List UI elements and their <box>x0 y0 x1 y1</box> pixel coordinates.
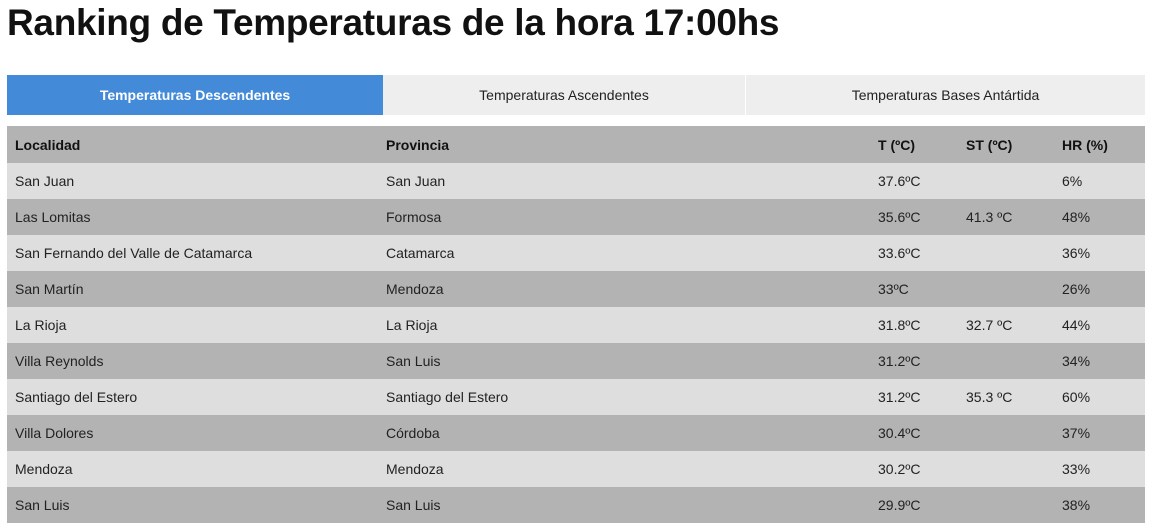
table-row: San Martín Mendoza 33ºC 26% <box>7 271 1145 307</box>
cell-temperatura: 31.2ºC <box>870 343 958 379</box>
cell-provincia: San Luis <box>378 343 870 379</box>
cell-temperatura: 33ºC <box>870 271 958 307</box>
cell-provincia: La Rioja <box>378 307 870 343</box>
ranking-table: Localidad Provincia T (ºC) ST (ºC) HR (%… <box>7 126 1145 523</box>
cell-temperatura: 31.8ºC <box>870 307 958 343</box>
tab-descendentes[interactable]: Temperaturas Descendentes <box>7 75 383 115</box>
table-row: Villa Reynolds San Luis 31.2ºC 34% <box>7 343 1145 379</box>
cell-sensacion-termica <box>958 271 1054 307</box>
cell-sensacion-termica <box>958 415 1054 451</box>
cell-humedad: 60% <box>1054 379 1145 415</box>
cell-humedad: 36% <box>1054 235 1145 271</box>
cell-provincia: Santiago del Estero <box>378 379 870 415</box>
cell-localidad: Santiago del Estero <box>7 379 378 415</box>
cell-humedad: 44% <box>1054 307 1145 343</box>
cell-provincia: Córdoba <box>378 415 870 451</box>
tab-ascendentes[interactable]: Temperaturas Ascendentes <box>383 75 746 115</box>
cell-temperatura: 31.2ºC <box>870 379 958 415</box>
header-temperatura: T (ºC) <box>870 126 958 163</box>
table-row: Santiago del Estero Santiago del Estero 31… <box>7 379 1145 415</box>
cell-sensacion-termica: 32.7 ºC <box>958 307 1054 343</box>
cell-temperatura: 37.6ºC <box>870 163 958 199</box>
page-title: Ranking de Temperaturas de la hora 17:00… <box>7 2 780 43</box>
table-row: San Juan San Juan 37.6ºC 6% <box>7 163 1145 199</box>
header-provincia: Provincia <box>378 126 870 163</box>
cell-localidad: La Rioja <box>7 307 378 343</box>
tab-bar: Temperaturas Descendentes Temperaturas A… <box>7 75 1145 115</box>
cell-localidad: San Luis <box>7 487 378 523</box>
cell-humedad: 38% <box>1054 487 1145 523</box>
cell-sensacion-termica <box>958 163 1054 199</box>
tab-bases-antartida[interactable]: Temperaturas Bases Antártida <box>746 75 1145 115</box>
cell-humedad: 34% <box>1054 343 1145 379</box>
table-row: Villa Dolores Córdoba 30.4ºC 37% <box>7 415 1145 451</box>
table-row: Mendoza Mendoza 30.2ºC 33% <box>7 451 1145 487</box>
cell-sensacion-termica <box>958 343 1054 379</box>
cell-humedad: 37% <box>1054 415 1145 451</box>
table-row: San Fernando del Valle de Catamarca Catam… <box>7 235 1145 271</box>
cell-sensacion-termica <box>958 487 1054 523</box>
cell-humedad: 48% <box>1054 199 1145 235</box>
table-header-row: Localidad Provincia T (ºC) ST (ºC) HR (%… <box>7 126 1145 163</box>
cell-humedad: 26% <box>1054 271 1145 307</box>
cell-temperatura: 30.4ºC <box>870 415 958 451</box>
cell-sensacion-termica <box>958 235 1054 271</box>
table-row: La Rioja La Rioja 31.8ºC 32.7 ºC 44% <box>7 307 1145 343</box>
cell-provincia: Mendoza <box>378 271 870 307</box>
cell-sensacion-termica: 35.3 ºC <box>958 379 1054 415</box>
cell-localidad: San Martín <box>7 271 378 307</box>
table-row: Las Lomitas Formosa 35.6ºC 41.3 ºC 48% <box>7 199 1145 235</box>
cell-localidad: Mendoza <box>7 451 378 487</box>
header-humedad: HR (%) <box>1054 126 1145 163</box>
cell-provincia: Catamarca <box>378 235 870 271</box>
cell-provincia: Mendoza <box>378 451 870 487</box>
cell-temperatura: 29.9ºC <box>870 487 958 523</box>
header-localidad: Localidad <box>7 126 378 163</box>
cell-temperatura: 33.6ºC <box>870 235 958 271</box>
cell-provincia: San Luis <box>378 487 870 523</box>
cell-humedad: 6% <box>1054 163 1145 199</box>
cell-localidad: San Fernando del Valle de Catamarca <box>7 235 378 271</box>
cell-humedad: 33% <box>1054 451 1145 487</box>
cell-localidad: Villa Dolores <box>7 415 378 451</box>
cell-localidad: San Juan <box>7 163 378 199</box>
header-sensacion-termica: ST (ºC) <box>958 126 1054 163</box>
cell-localidad: Las Lomitas <box>7 199 378 235</box>
cell-temperatura: 35.6ºC <box>870 199 958 235</box>
cell-sensacion-termica <box>958 451 1054 487</box>
cell-provincia: San Juan <box>378 163 870 199</box>
cell-provincia: Formosa <box>378 199 870 235</box>
table-row: San Luis San Luis 29.9ºC 38% <box>7 487 1145 523</box>
cell-localidad: Villa Reynolds <box>7 343 378 379</box>
cell-sensacion-termica: 41.3 ºC <box>958 199 1054 235</box>
cell-temperatura: 30.2ºC <box>870 451 958 487</box>
